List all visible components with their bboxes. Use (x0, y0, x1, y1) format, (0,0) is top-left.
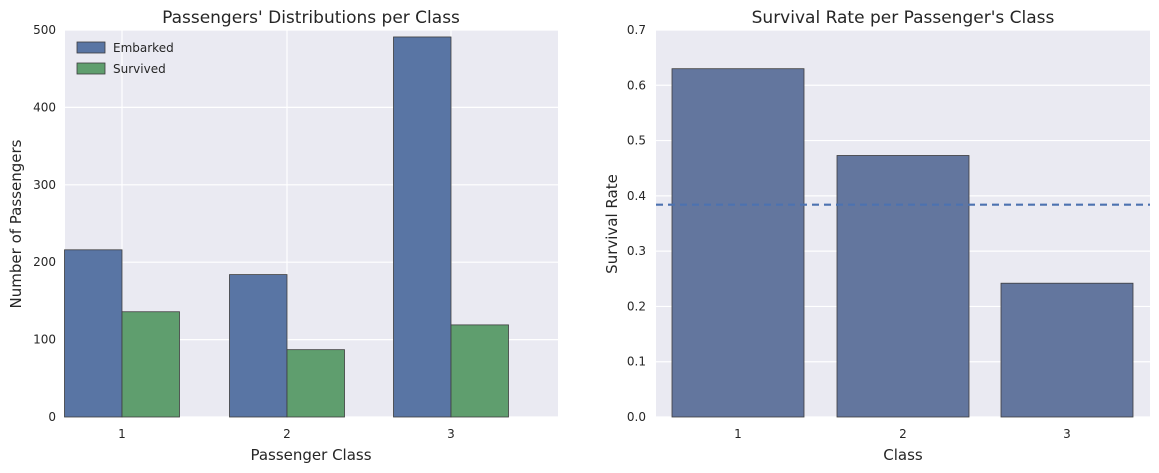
right-x-tick-labels: 1 2 3 (734, 427, 1071, 441)
right-y-tick-label: 0.1 (627, 355, 646, 369)
legend-label-survived: Survived (113, 62, 166, 76)
right-x-tick-label: 3 (1063, 427, 1071, 441)
right-x-tick-label: 2 (899, 427, 907, 441)
left-y-tick-label: 200 (33, 255, 56, 269)
right-y-tick-label: 0.6 (627, 78, 646, 92)
left-bars (64, 36, 509, 418)
bar-embarked-class-2 (229, 274, 288, 418)
left-legend: Embarked Survived (76, 41, 174, 76)
left-y-axis-label: Number of Passengers (7, 139, 25, 308)
right-y-tick-label: 0.7 (627, 23, 646, 37)
left-y-tick-label: 500 (33, 23, 56, 37)
right-y-tick-label: 0.2 (627, 299, 646, 313)
bar-embarked-class-3 (393, 36, 452, 418)
left-y-tick-label: 300 (33, 178, 56, 192)
right-y-tick-label: 0.4 (627, 189, 646, 203)
bar-survived-class-3 (450, 324, 509, 418)
legend-swatch-embarked (76, 41, 106, 54)
legend-swatch-survived (76, 62, 106, 75)
left-x-tick-label: 3 (447, 427, 455, 441)
left-x-tick-labels: 1 2 3 (118, 427, 455, 441)
right-bars (671, 68, 1134, 418)
bar-survived-class-1 (121, 311, 180, 418)
right-y-axis-label: Survival Rate (603, 174, 621, 274)
right-y-tick-label: 0.5 (627, 134, 646, 148)
chart-survival-rate: 0.0 0.1 0.2 0.3 0.4 0.5 0.6 0.7 1 2 3 Survival Ra… (603, 8, 1150, 464)
chart-passenger-distribution: 0 100 200 300 400 500 1 2 3 Passengers' Distrib… (7, 8, 558, 464)
bar-embarked-class-1 (64, 249, 123, 418)
right-y-tick-labels: 0.0 0.1 0.2 0.3 0.4 0.5 0.6 0.7 (627, 23, 646, 424)
left-x-tick-label: 2 (283, 427, 291, 441)
left-x-tick-label: 1 (118, 427, 126, 441)
right-x-tick-label: 1 (734, 427, 742, 441)
bar-survival-rate-class-2 (836, 155, 970, 418)
bar-survived-class-2 (286, 349, 345, 418)
bar-survival-rate-class-3 (1000, 282, 1134, 418)
left-y-tick-label: 400 (33, 100, 56, 114)
legend-label-embarked: Embarked (113, 41, 174, 55)
left-y-tick-labels: 0 100 200 300 400 500 (33, 23, 56, 424)
right-x-axis-label: Class (883, 446, 923, 464)
left-chart-title: Passengers' Distributions per Class (162, 8, 460, 28)
left-x-axis-label: Passenger Class (250, 446, 371, 464)
left-y-tick-label: 100 (33, 333, 56, 347)
bar-survival-rate-class-1 (671, 68, 805, 418)
right-chart-title: Survival Rate per Passenger's Class (752, 8, 1055, 28)
left-y-tick-label: 0 (48, 410, 56, 424)
right-y-tick-label: 0.0 (627, 410, 646, 424)
right-y-tick-label: 0.3 (627, 244, 646, 258)
